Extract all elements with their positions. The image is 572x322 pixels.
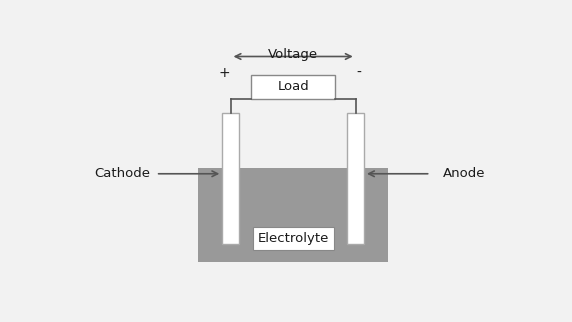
Text: Cathode: Cathode [94,167,150,180]
Text: Voltage: Voltage [268,48,318,61]
Bar [251,75,335,99]
Text: Electrolyte: Electrolyte [257,232,329,245]
Bar [347,113,364,244]
Bar [223,113,239,244]
Text: Anode: Anode [443,167,485,180]
Text: Load: Load [277,80,309,93]
Text: -: - [356,66,361,80]
Text: +: + [219,66,231,80]
Bar [198,167,388,262]
